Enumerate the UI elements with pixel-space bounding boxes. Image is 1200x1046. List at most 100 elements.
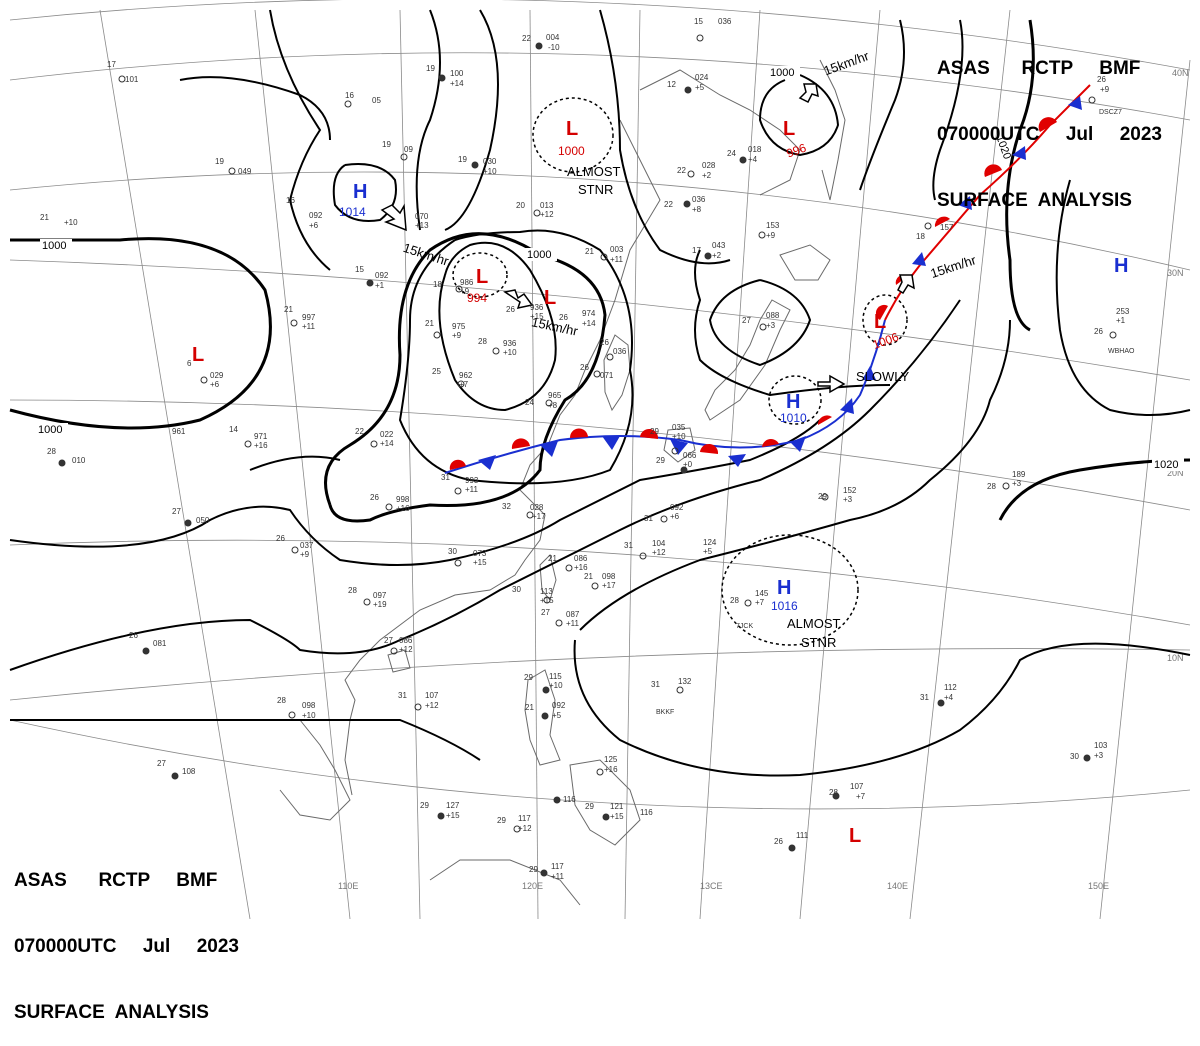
isobar-1000-west bbox=[9, 237, 272, 430]
dashed-high-1016 bbox=[721, 534, 859, 646]
station-text: 19 bbox=[426, 64, 435, 73]
station-marker bbox=[602, 813, 610, 821]
low-center-symbol: L bbox=[849, 825, 861, 847]
lon-label-130e: 13CE bbox=[700, 881, 723, 891]
station-text: 066 bbox=[683, 451, 697, 460]
station-text: +14 bbox=[450, 79, 464, 88]
station-text: 107 bbox=[850, 782, 864, 791]
station-text: 22 bbox=[355, 427, 364, 436]
station-text: 157 bbox=[940, 223, 954, 232]
station-text: 003 bbox=[610, 245, 624, 254]
lat-label-40n: 40N bbox=[1172, 68, 1189, 78]
station-text: +3 bbox=[1094, 751, 1104, 760]
station-text: 29 bbox=[585, 802, 594, 811]
low-center-symbol: L bbox=[874, 311, 886, 333]
station-text: 018 bbox=[748, 145, 762, 154]
move-arrow-l996 bbox=[798, 83, 819, 104]
station-text: 108 bbox=[182, 767, 196, 776]
cold-triangle bbox=[862, 366, 876, 380]
station-text: +12 bbox=[518, 824, 532, 833]
station-marker bbox=[366, 279, 374, 287]
move-arrow-l994 bbox=[503, 289, 534, 310]
station-text: 17 bbox=[692, 246, 701, 255]
station-text: 30 bbox=[1070, 752, 1079, 761]
station-marker bbox=[184, 519, 192, 527]
station-text: 28 bbox=[47, 447, 56, 456]
station-text: 036 bbox=[613, 347, 627, 356]
station-text: 116 bbox=[640, 808, 653, 817]
station-text: 20 bbox=[516, 201, 525, 210]
station-text: 19 bbox=[215, 157, 224, 166]
station-text: +17 bbox=[532, 512, 546, 521]
station-text: +9 bbox=[1100, 85, 1110, 94]
cold-triangle bbox=[1012, 146, 1026, 160]
cold-triangle bbox=[912, 252, 926, 266]
station-text: 28 bbox=[348, 586, 357, 595]
low-center-value: 994 bbox=[467, 291, 487, 305]
warm-semicircle bbox=[700, 443, 719, 454]
station-text: +11 bbox=[566, 619, 580, 628]
station-text: 081 bbox=[153, 639, 167, 648]
station-text: +10 bbox=[302, 711, 316, 720]
station-text: -10 bbox=[548, 43, 560, 52]
station-text: +8 bbox=[692, 205, 702, 214]
station-text: 116 bbox=[563, 795, 576, 804]
station-text: +11 bbox=[551, 872, 565, 881]
station-text: 073 bbox=[473, 549, 487, 558]
station-text: 974 bbox=[582, 309, 596, 318]
station-text: 993 bbox=[465, 476, 479, 485]
station-marker bbox=[545, 399, 553, 407]
isobars bbox=[9, 9, 1191, 777]
station-text: 028 bbox=[530, 503, 544, 512]
station-text: 31 bbox=[644, 514, 653, 523]
station-text: 26 bbox=[580, 363, 589, 372]
station-marker bbox=[400, 153, 408, 161]
station-text: 092 bbox=[375, 271, 389, 280]
station-text: 998 bbox=[396, 495, 410, 504]
station-marker bbox=[660, 515, 668, 523]
station-marker bbox=[541, 712, 549, 720]
station-text: 22 bbox=[677, 166, 686, 175]
station-text: +9 bbox=[300, 550, 310, 559]
low-center-symbol: L bbox=[544, 287, 556, 309]
station-text: 936 bbox=[530, 303, 544, 312]
station-text: 28 bbox=[277, 696, 286, 705]
station-marker bbox=[471, 161, 479, 169]
graticule bbox=[9, 0, 1191, 919]
station-text: +12 bbox=[399, 645, 413, 654]
isobar-west-1008 bbox=[179, 76, 331, 141]
coast-hainan bbox=[387, 649, 411, 673]
isobar-south-1 bbox=[9, 419, 821, 566]
grid-lon-150 bbox=[1099, 59, 1191, 919]
station-text: 104 bbox=[652, 539, 666, 548]
station-marker bbox=[687, 170, 695, 178]
station-text: 15 bbox=[694, 17, 703, 26]
station-text: 17 bbox=[107, 60, 116, 69]
station-marker bbox=[492, 347, 500, 355]
station-text: 16 bbox=[345, 91, 354, 100]
lon-label-150e: 150E bbox=[1088, 881, 1109, 891]
cold-front-triangles bbox=[478, 96, 1082, 470]
station-marker bbox=[454, 559, 462, 567]
high-center-symbol: H bbox=[1114, 255, 1128, 277]
station-marker bbox=[291, 546, 299, 554]
station-marker bbox=[58, 459, 66, 467]
station-text: +4 bbox=[944, 693, 954, 702]
dashed-low-994 bbox=[452, 252, 508, 298]
station-text: 070 bbox=[415, 212, 429, 221]
station-text: 117 bbox=[518, 814, 531, 823]
station-text: +17 bbox=[602, 581, 616, 590]
station-text: 21 bbox=[585, 247, 594, 256]
station-text: 022 bbox=[380, 430, 394, 439]
station-text: +15 bbox=[530, 312, 544, 321]
station-text: 049 bbox=[238, 167, 252, 176]
coast-luzon bbox=[524, 669, 561, 766]
station-text: 27 bbox=[172, 507, 181, 516]
station-text: 21 bbox=[40, 213, 49, 222]
header-line-3: SURFACE ANALYSIS bbox=[937, 190, 1132, 211]
lat-label-30n: 30N bbox=[1167, 268, 1184, 278]
warm-semicircle bbox=[875, 304, 888, 320]
station-text: 125 bbox=[604, 755, 618, 764]
coast-taiwan bbox=[539, 554, 557, 602]
